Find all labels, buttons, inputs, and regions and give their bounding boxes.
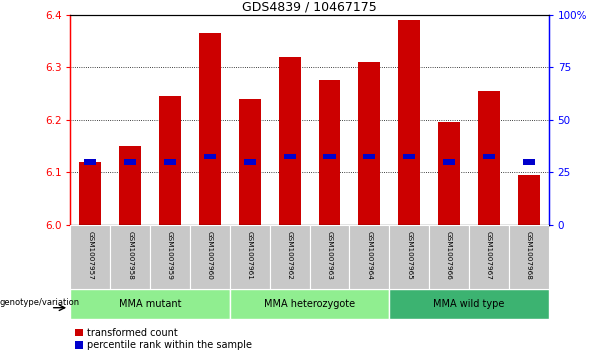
Bar [164,159,176,164]
Bar [284,154,295,159]
Bar [518,175,539,225]
Bar [389,289,549,319]
Bar [244,159,256,164]
Bar [230,289,389,319]
Bar [230,225,270,289]
Bar [319,80,340,225]
Bar [190,225,230,289]
Bar [469,225,509,289]
Bar [310,225,349,289]
Bar [443,159,455,164]
Text: GSM1007961: GSM1007961 [247,231,253,280]
Bar [523,159,535,164]
Bar [324,154,335,159]
Bar [398,20,420,225]
Bar [239,99,261,225]
Bar [159,96,181,225]
Bar [204,154,216,159]
Bar [359,62,380,225]
Bar [70,225,110,289]
Bar [150,225,190,289]
Bar [270,225,310,289]
Bar [199,33,221,225]
Text: MMA wild type: MMA wild type [433,299,504,309]
Bar [389,225,429,289]
Text: GSM1007968: GSM1007968 [526,231,531,280]
Text: genotype/variation: genotype/variation [0,298,80,307]
Bar [279,57,300,225]
Legend: transformed count, percentile rank within the sample: transformed count, percentile rank withi… [75,328,252,350]
Text: GSM1007962: GSM1007962 [287,231,292,280]
Title: GDS4839 / 10467175: GDS4839 / 10467175 [242,0,377,13]
Text: MMA heterozygote: MMA heterozygote [264,299,355,309]
Text: MMA mutant: MMA mutant [119,299,181,309]
Bar [120,146,141,225]
Bar [80,162,101,225]
Bar [483,154,495,159]
Text: GSM1007958: GSM1007958 [128,231,133,280]
Text: GSM1007965: GSM1007965 [406,231,412,280]
Text: GSM1007964: GSM1007964 [367,231,372,280]
Text: GSM1007960: GSM1007960 [207,231,213,280]
Text: GSM1007957: GSM1007957 [88,231,93,280]
Bar [403,154,415,159]
Text: GSM1007963: GSM1007963 [327,231,332,280]
Bar [509,225,549,289]
Bar [349,225,389,289]
Text: GSM1007966: GSM1007966 [446,231,452,280]
Bar [364,154,375,159]
Bar [478,91,500,225]
Bar [110,225,150,289]
Text: GSM1007959: GSM1007959 [167,231,173,280]
Bar [124,159,136,164]
Bar [429,225,469,289]
Bar [70,289,230,319]
Bar [438,122,460,225]
Text: GSM1007967: GSM1007967 [486,231,492,280]
Bar [85,159,96,164]
